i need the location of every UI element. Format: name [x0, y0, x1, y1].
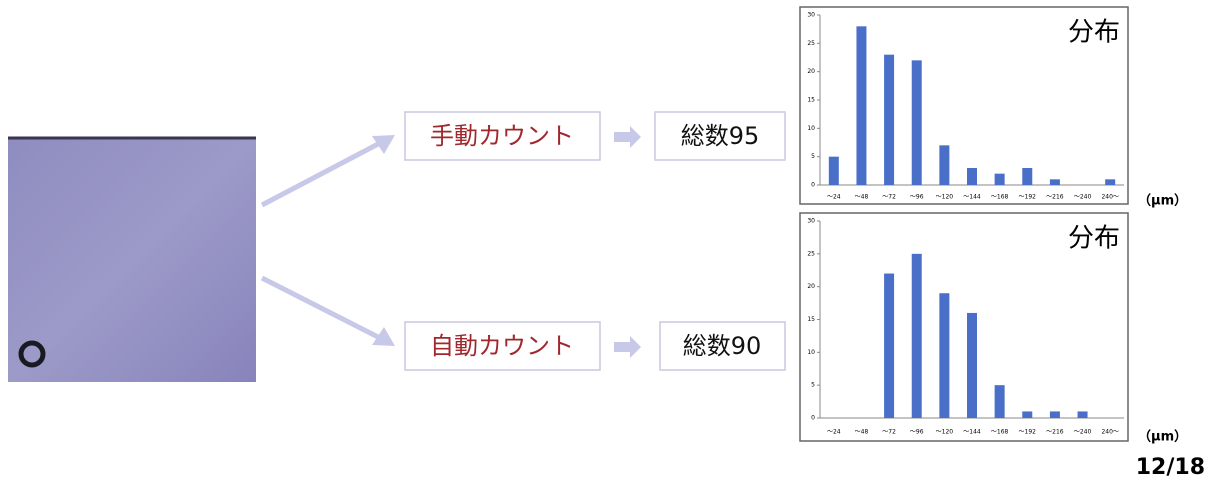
x-tick-label: ～72: [882, 194, 896, 201]
bar: [828, 156, 839, 185]
chart-frame: [799, 212, 1129, 442]
bar: [939, 145, 950, 185]
x-tick-label: ～72: [882, 429, 896, 436]
x-tick-label: ～48: [855, 429, 869, 436]
x-tick-label: ～144: [963, 429, 981, 436]
bar: [911, 60, 922, 186]
bar: [967, 312, 977, 418]
total-box: [654, 111, 786, 161]
y-tick-label: 25: [807, 250, 815, 257]
x-tick-label: ～120: [936, 429, 954, 436]
y-tick-label: 30: [807, 218, 815, 225]
x-tick-label: ～240: [1074, 194, 1092, 201]
bar: [967, 168, 977, 185]
bar: [939, 293, 950, 418]
y-tick-label: 10: [807, 349, 815, 356]
photo: [8, 137, 256, 382]
arrow: [260, 140, 382, 208]
small-arrow: [614, 126, 641, 148]
y-tick-label: 0: [811, 182, 815, 189]
x-tick-label: ～24: [827, 194, 841, 201]
bar: [1022, 411, 1033, 418]
x-tick-label: ～96: [910, 429, 924, 436]
bar: [1105, 179, 1116, 185]
x-tick-label: ～192: [1019, 429, 1037, 436]
x-tick-label: ～240: [1074, 429, 1092, 436]
bar: [1049, 411, 1060, 418]
y-tick-label: 20: [807, 68, 815, 75]
x-tick-label: ～48: [855, 194, 869, 201]
label-box: [404, 321, 601, 371]
bar: [856, 26, 867, 186]
x-unit: （μm）: [1138, 193, 1187, 209]
arrow-head: [372, 327, 395, 346]
small-arrow: [614, 336, 641, 358]
total-box: [659, 321, 786, 371]
label-box: [404, 111, 601, 161]
x-tick-label: ～192: [1019, 194, 1037, 201]
y-tick-label: 5: [811, 382, 815, 389]
chart-title: 分布: [1068, 18, 1120, 48]
bar: [994, 385, 1005, 418]
bar: [994, 173, 1005, 185]
arrow-head: [372, 135, 395, 154]
x-tick-label: ～120: [936, 194, 954, 201]
manual-total: 総数95: [681, 122, 760, 150]
page-number: 12/18: [1136, 455, 1205, 480]
bar: [884, 54, 895, 185]
x-tick-label: ～168: [991, 194, 1009, 201]
x-tick-label: ～168: [991, 429, 1009, 436]
y-tick-label: 30: [807, 12, 815, 19]
x-tick-label: 240～: [1101, 194, 1118, 201]
x-unit: （μm）: [1138, 429, 1187, 445]
bar: [911, 253, 922, 418]
y-tick-label: 25: [807, 40, 815, 47]
bar: [1077, 411, 1088, 418]
arrow: [260, 275, 382, 341]
chart-title: 分布: [1068, 224, 1120, 254]
y-tick-label: 10: [807, 125, 815, 132]
bar: [1049, 179, 1060, 185]
auto-label: 自動カウント: [430, 332, 574, 360]
y-tick-label: 20: [807, 283, 815, 290]
x-tick-label: ～216: [1046, 429, 1064, 436]
y-tick-label: 15: [807, 97, 815, 104]
y-tick-label: 5: [811, 153, 815, 160]
x-tick-label: ～144: [963, 194, 981, 201]
x-tick-label: ～96: [910, 194, 924, 201]
x-tick-label: 240～: [1101, 429, 1118, 436]
x-tick-label: ～24: [827, 429, 841, 436]
y-tick-label: 15: [807, 316, 815, 323]
photo-bubble: [18, 340, 46, 368]
auto-total: 総数90: [683, 332, 762, 360]
bar: [884, 273, 895, 418]
x-tick-label: ～216: [1046, 194, 1064, 201]
y-tick-label: 0: [811, 415, 815, 422]
bar: [1022, 168, 1033, 185]
manual-label: 手動カウント: [430, 122, 574, 150]
chart-frame: [799, 6, 1129, 205]
